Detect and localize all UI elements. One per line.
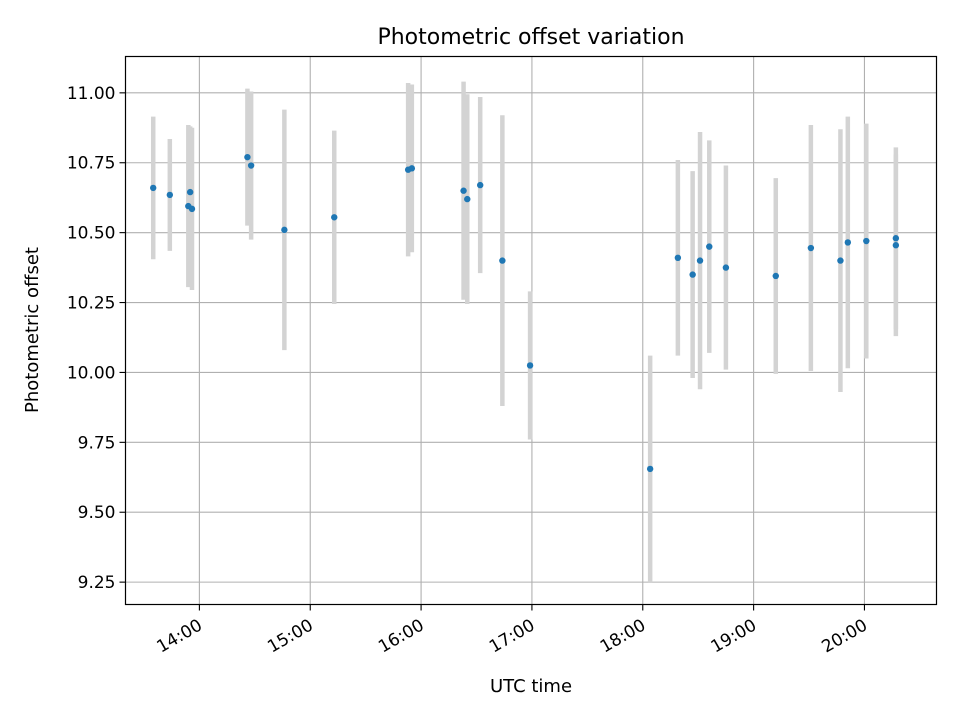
data-point xyxy=(696,257,704,264)
data-point xyxy=(844,239,852,246)
y-tick-label: 10.25 xyxy=(67,294,116,314)
data-point xyxy=(476,181,484,189)
x-axis-label: UTC time xyxy=(490,676,572,697)
data-point xyxy=(186,188,194,196)
data-point xyxy=(892,235,900,242)
y-tick-label: 10.50 xyxy=(67,224,116,244)
data-point xyxy=(499,257,506,264)
data-point xyxy=(460,187,467,194)
y-tick-label: 9.50 xyxy=(78,503,116,523)
data-point xyxy=(281,226,288,234)
data-point xyxy=(331,214,338,221)
data-point xyxy=(464,195,471,203)
y-tick-label: 9.75 xyxy=(78,433,116,453)
data-point xyxy=(674,254,682,262)
y-tick-label: 10.00 xyxy=(67,363,116,383)
plot-frame xyxy=(124,55,938,606)
y-axis-label: Photometric offset xyxy=(22,247,43,413)
data-point xyxy=(892,242,900,249)
data-point xyxy=(188,205,196,213)
data-point xyxy=(408,165,416,172)
data-point xyxy=(689,271,696,278)
data-point xyxy=(646,465,654,473)
data-point xyxy=(706,243,713,250)
y-tick-label: 9.25 xyxy=(78,573,116,593)
data-point xyxy=(863,237,870,245)
data-point xyxy=(244,153,251,161)
data-points xyxy=(150,153,900,473)
y-tick-label: 10.75 xyxy=(67,154,116,174)
data-point xyxy=(772,272,779,280)
data-point xyxy=(722,264,730,271)
chart-title: Photometric offset variation xyxy=(377,25,684,50)
data-point xyxy=(166,191,174,199)
y-axis: 9.25 9.50 9.75 10.00 10.25 10.50 10.75 11.00 xyxy=(67,84,126,593)
data-point xyxy=(247,162,255,169)
data-point xyxy=(837,257,844,264)
data-point xyxy=(150,184,157,192)
data-point xyxy=(526,362,534,369)
data-point xyxy=(807,244,815,252)
y-tick-label: 11.00 xyxy=(67,84,116,104)
